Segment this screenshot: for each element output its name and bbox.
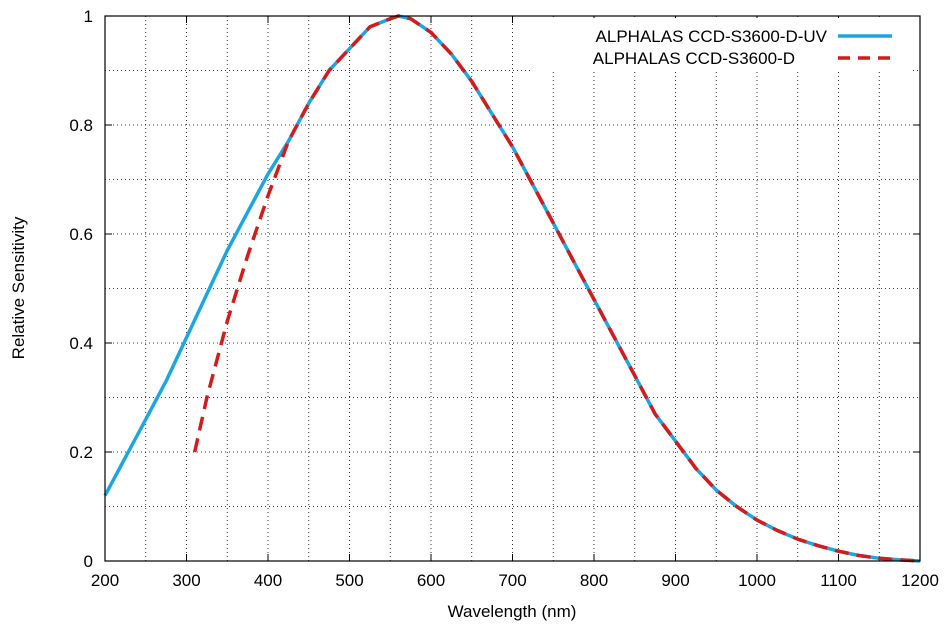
- x-tick-label: 1200: [901, 571, 939, 590]
- series-line-d: [192, 14, 921, 563]
- x-axis-label: Wavelength (nm): [448, 602, 577, 621]
- y-tick-label: 0: [84, 552, 93, 571]
- x-tick-label: 600: [417, 571, 445, 590]
- x-tick-labels: 200 300 400 500 600 700 800 900 1000 1100 1200: [91, 571, 939, 590]
- y-tick-label: 1: [84, 7, 93, 26]
- x-tick-label: 1100: [820, 571, 857, 590]
- y-tick-label: 0.8: [69, 116, 93, 135]
- legend-label-d: ALPHALAS CCD-S3600-D: [593, 49, 795, 68]
- y-tick-label: 0.6: [69, 225, 93, 244]
- y-tick-labels: 0 0.2 0.4 0.6 0.8 1: [69, 7, 93, 571]
- x-tick-label: 300: [172, 571, 200, 590]
- axis-ticks: [104, 15, 921, 562]
- x-tick-label: 400: [254, 571, 282, 590]
- x-tick-label: 1000: [738, 571, 776, 590]
- legend-background: [530, 18, 910, 72]
- y-tick-label: 0.2: [69, 443, 93, 462]
- y-axis-label: Relative Sensitivity: [9, 216, 28, 359]
- grid: [105, 16, 920, 561]
- x-tick-label: 700: [498, 571, 526, 590]
- x-tick-label: 900: [661, 571, 689, 590]
- x-tick-label: 500: [335, 571, 363, 590]
- legend-label-uv: ALPHALAS CCD-S3600-D-UV: [596, 27, 828, 46]
- legend: ALPHALAS CCD-S3600-D-UV ALPHALAS CCD-S36…: [530, 18, 910, 72]
- x-tick-label: 200: [91, 571, 119, 590]
- y-tick-label: 0.4: [69, 334, 93, 353]
- x-tick-label: 800: [580, 571, 608, 590]
- series-lines: [103, 14, 921, 563]
